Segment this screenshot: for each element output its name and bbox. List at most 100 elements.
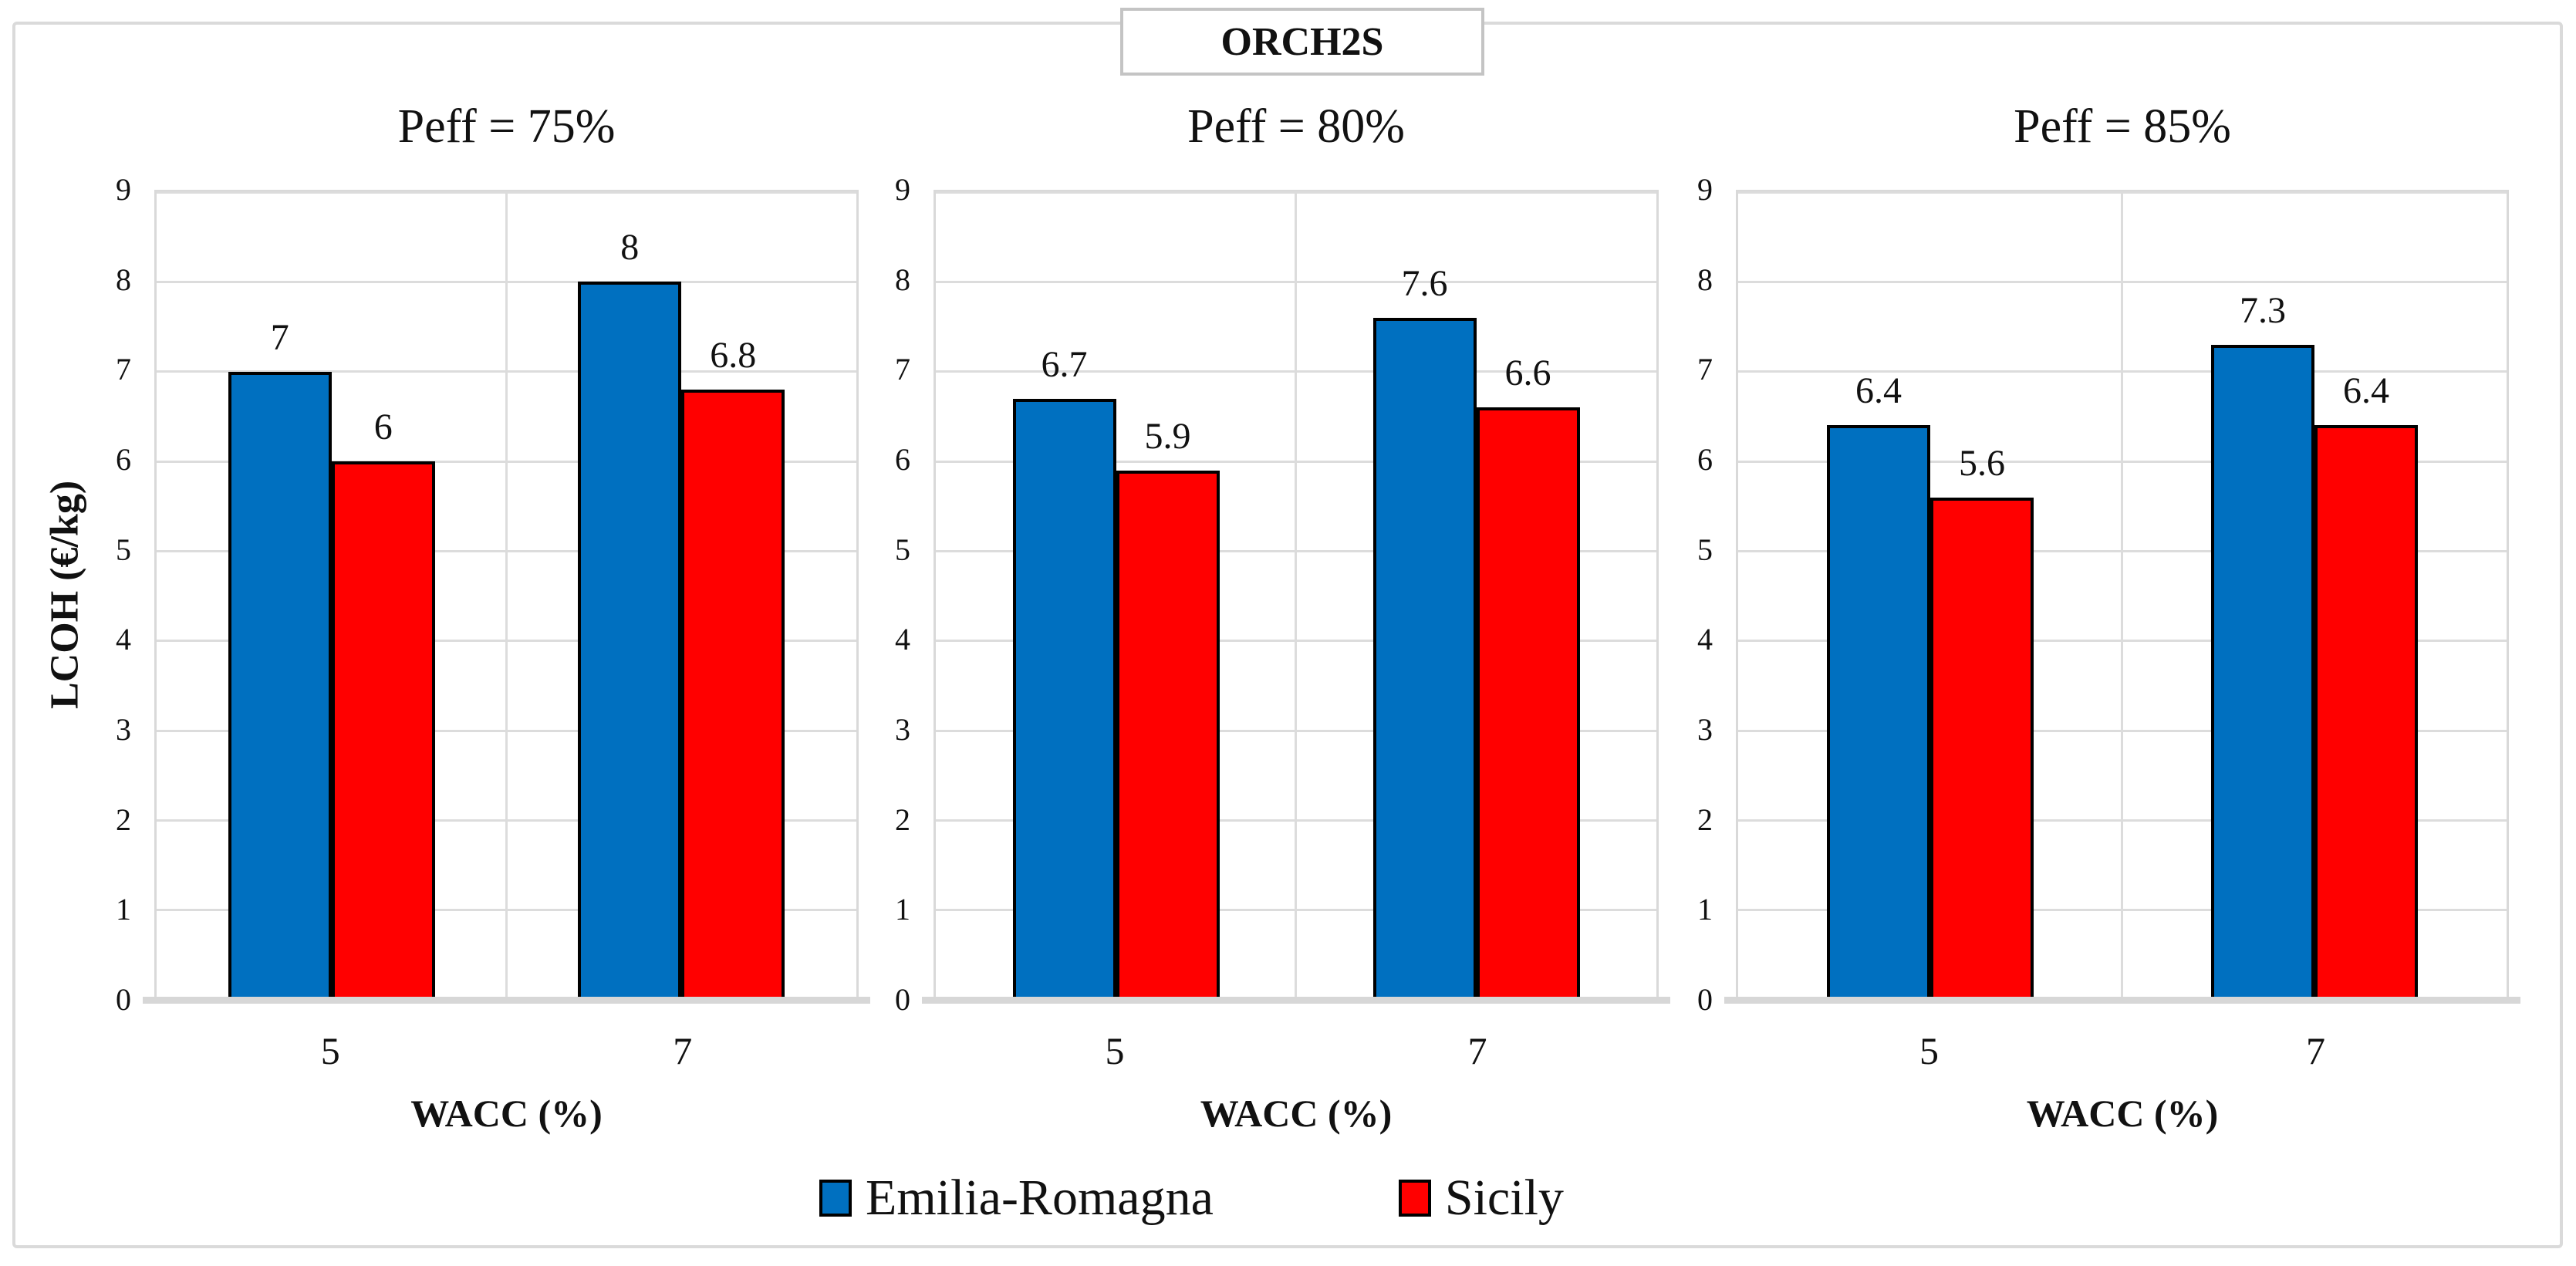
x-tick-label: 7	[673, 1029, 693, 1072]
y-tick-label: 5	[895, 532, 910, 567]
bar-value-label: 6.8	[710, 334, 757, 376]
y-axis-ticks: 0 1 2 3 4 5 6 7 8 9	[1649, 174, 1713, 1015]
y-tick-label: 1	[895, 892, 910, 927]
category-zone-7: 7.6 6.6	[1296, 192, 1656, 1000]
y-tick-label: 4	[1697, 622, 1713, 657]
x-axis-title: WACC (%)	[2026, 1092, 2219, 1135]
chart-panel-peff-75: Peff = 75% 0 1 2 3 4 5 6 7 8 9 7 6 8 6.8 5 7 WACC (%)	[116, 0, 870, 1266]
bar-emilia-romagna: 6.4	[1827, 373, 1930, 1000]
y-tick-label: 7	[116, 352, 131, 387]
chart-title-box: ORCH2S	[1120, 8, 1484, 76]
plot-area: 7 6 8 6.8	[154, 190, 859, 1000]
legend-item-emilia-romagna: Emilia-Romagna	[819, 1173, 1214, 1224]
bar-sicily: 6.4	[2314, 373, 2418, 1000]
bar-group: 8 6.8	[578, 192, 785, 1000]
y-axis-ticks: 0 1 2 3 4 5 6 7 8 9	[68, 174, 131, 1015]
bar-sicily: 6.8	[681, 336, 785, 1000]
bar-emilia-romagna: 6.7	[1012, 346, 1116, 1000]
legend-swatch-emilia-romagna	[819, 1180, 852, 1217]
x-tick-label: 5	[1919, 1029, 1939, 1072]
y-tick-label: 2	[1697, 802, 1713, 837]
y-axis-title: LCOH (€/kg)	[42, 480, 87, 710]
category-divider-gridline	[2121, 192, 2123, 1000]
bar-sicily: 5.9	[1116, 417, 1220, 1000]
y-tick-label: 2	[116, 802, 131, 837]
y-tick-label: 5	[1697, 532, 1713, 567]
category-zone-7: 7.3 6.4	[2122, 192, 2507, 1000]
y-tick-label: 8	[116, 262, 131, 297]
category-zone-5: 6.4 5.6	[1738, 192, 2122, 1000]
y-tick-label: 0	[1697, 982, 1713, 1017]
x-tick-label: 7	[2306, 1029, 2325, 1072]
panel-title: Peff = 80%	[1187, 100, 1405, 153]
y-tick-label: 9	[116, 172, 131, 207]
bar-value-label: 7.6	[1401, 262, 1448, 304]
bar-emilia-romagna: 7	[228, 319, 332, 1000]
bar-group: 6.7 5.9	[1012, 192, 1220, 1000]
bar-sicily: 6.6	[1476, 355, 1580, 1000]
bar-value-label: 6.4	[2343, 370, 2389, 412]
panel-title: Peff = 75%	[397, 100, 616, 153]
y-tick-label: 4	[895, 622, 910, 657]
plot-area: 6.7 5.9 7.6 6.6	[934, 190, 1659, 1000]
y-tick-label: 9	[1697, 172, 1713, 207]
y-tick-label: 6	[1697, 442, 1713, 477]
x-tick-label: 5	[320, 1029, 340, 1072]
y-tick-label: 1	[1697, 892, 1713, 927]
bar-group: 6.4 5.6	[1827, 192, 2034, 1000]
y-tick-label: 6	[116, 442, 131, 477]
y-tick-label: 0	[895, 982, 910, 1017]
bar-sicily: 6	[331, 409, 435, 1000]
bar-group: 7.3 6.4	[2211, 192, 2418, 1000]
y-tick-label: 6	[895, 442, 910, 477]
legend-swatch-sicily	[1398, 1180, 1431, 1217]
y-tick-label: 2	[895, 802, 910, 837]
x-axis-title: WACC (%)	[410, 1092, 603, 1135]
x-axis-line	[1724, 997, 2520, 1004]
plot-area: 6.4 5.6 7.3 6.4	[1736, 190, 2509, 1000]
bar-emilia-romagna: 8	[578, 229, 682, 1000]
bar-value-label: 6.6	[1504, 353, 1551, 394]
legend: Emilia-Romagna Sicily	[819, 1171, 1564, 1225]
y-tick-label: 7	[1697, 352, 1713, 387]
y-axis-ticks: 0 1 2 3 4 5 6 7 8 9	[847, 174, 910, 1015]
chart-title: ORCH2S	[1220, 19, 1384, 64]
y-tick-label: 3	[895, 712, 910, 747]
bar-emilia-romagna: 7.3	[2211, 292, 2314, 1000]
category-divider-gridline	[1295, 192, 1297, 1000]
x-axis-line	[143, 997, 870, 1004]
bar-value-label: 7	[270, 316, 289, 358]
category-zone-5: 6.7 5.9	[936, 192, 1296, 1000]
y-tick-label: 5	[116, 532, 131, 567]
bar-value-label: 6.4	[1855, 370, 1902, 412]
chart-panel-peff-80: Peff = 80% 0 1 2 3 4 5 6 7 8 9 6.7 5.9 7.6 6.6 5 7 WACC (…	[895, 0, 1670, 1266]
legend-label: Emilia-Romagna	[866, 1170, 1214, 1226]
y-tick-label: 1	[116, 892, 131, 927]
bar-group: 7.6 6.6	[1372, 192, 1580, 1000]
bar-value-label: 6	[373, 407, 393, 447]
y-tick-label: 8	[895, 262, 910, 297]
y-tick-label: 7	[895, 352, 910, 387]
x-axis-line	[922, 997, 1670, 1004]
bar-value-label: 5.9	[1144, 415, 1191, 457]
bar-sicily: 5.6	[1930, 444, 2034, 1000]
category-divider-gridline	[505, 192, 508, 1000]
bar-value-label: 5.6	[1959, 442, 2005, 484]
panel-title: Peff = 85%	[2014, 100, 2231, 153]
x-axis-title: WACC (%)	[1200, 1092, 1393, 1135]
bar-emilia-romagna: 7.6	[1372, 265, 1477, 1000]
bar-value-label: 8	[620, 227, 640, 268]
legend-item-sicily: Sicily	[1398, 1173, 1564, 1224]
bar-value-label: 6.7	[1041, 343, 1088, 385]
y-tick-label: 8	[1697, 262, 1713, 297]
x-tick-label: 7	[1467, 1029, 1487, 1072]
y-tick-label: 4	[116, 622, 131, 657]
y-tick-label: 3	[1697, 712, 1713, 747]
x-tick-label: 5	[1105, 1029, 1125, 1072]
